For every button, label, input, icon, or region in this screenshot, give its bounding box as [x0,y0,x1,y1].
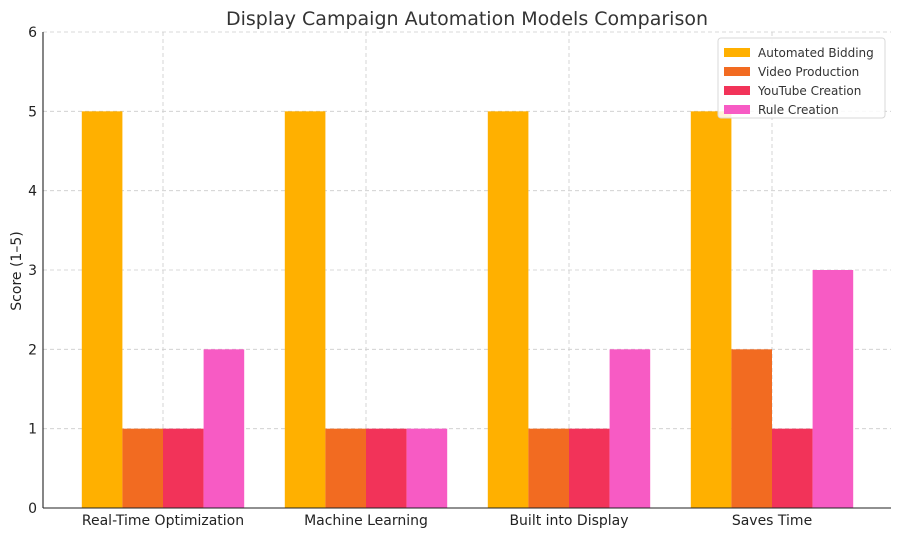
bar [81,111,123,508]
bar [203,349,245,508]
bar [569,428,610,508]
chart-title: Display Campaign Automation Models Compa… [226,8,708,30]
bar [528,428,569,508]
y-tick-label: 0 [28,501,37,517]
legend-swatch [724,105,750,114]
legend-swatch [724,86,750,95]
x-tick-label: Real-Time Optimization [82,513,244,529]
legend-label: Automated Bidding [758,46,874,60]
legend-label: Video Production [758,65,859,79]
bar [284,111,326,508]
y-tick-label: 6 [28,25,37,41]
bar [812,270,854,508]
y-tick-label: 5 [28,104,37,120]
bar [772,428,813,508]
legend-box [717,37,886,119]
bars [81,111,854,508]
legend-swatch [724,67,750,76]
y-tick-label: 4 [28,184,37,200]
bar [163,428,204,508]
bar [406,428,448,508]
bar [690,111,732,508]
bar [487,111,529,508]
bar [366,428,407,508]
x-tick-label: Built into Display [509,513,628,529]
bar [122,428,163,508]
legend-label: YouTube Creation [757,84,861,98]
legend: Automated Bidding Video Production YouTube… [717,37,886,119]
y-tick-label: 2 [28,342,37,358]
axes: 0 1 2 3 4 5 6 Real-Time Optimization Machine Lea… [28,25,891,529]
legend-swatch [724,48,750,57]
bar [325,428,366,508]
x-tick-label: Machine Learning [304,513,428,529]
x-tick-label: Saves Time [732,513,812,529]
y-tick-label: 3 [28,263,37,279]
legend-label: Rule Creation [758,103,839,117]
bar [731,349,772,508]
bar [609,349,651,508]
y-tick-label: 1 [28,422,37,438]
y-axis-label: Score (1–5) [9,231,25,310]
